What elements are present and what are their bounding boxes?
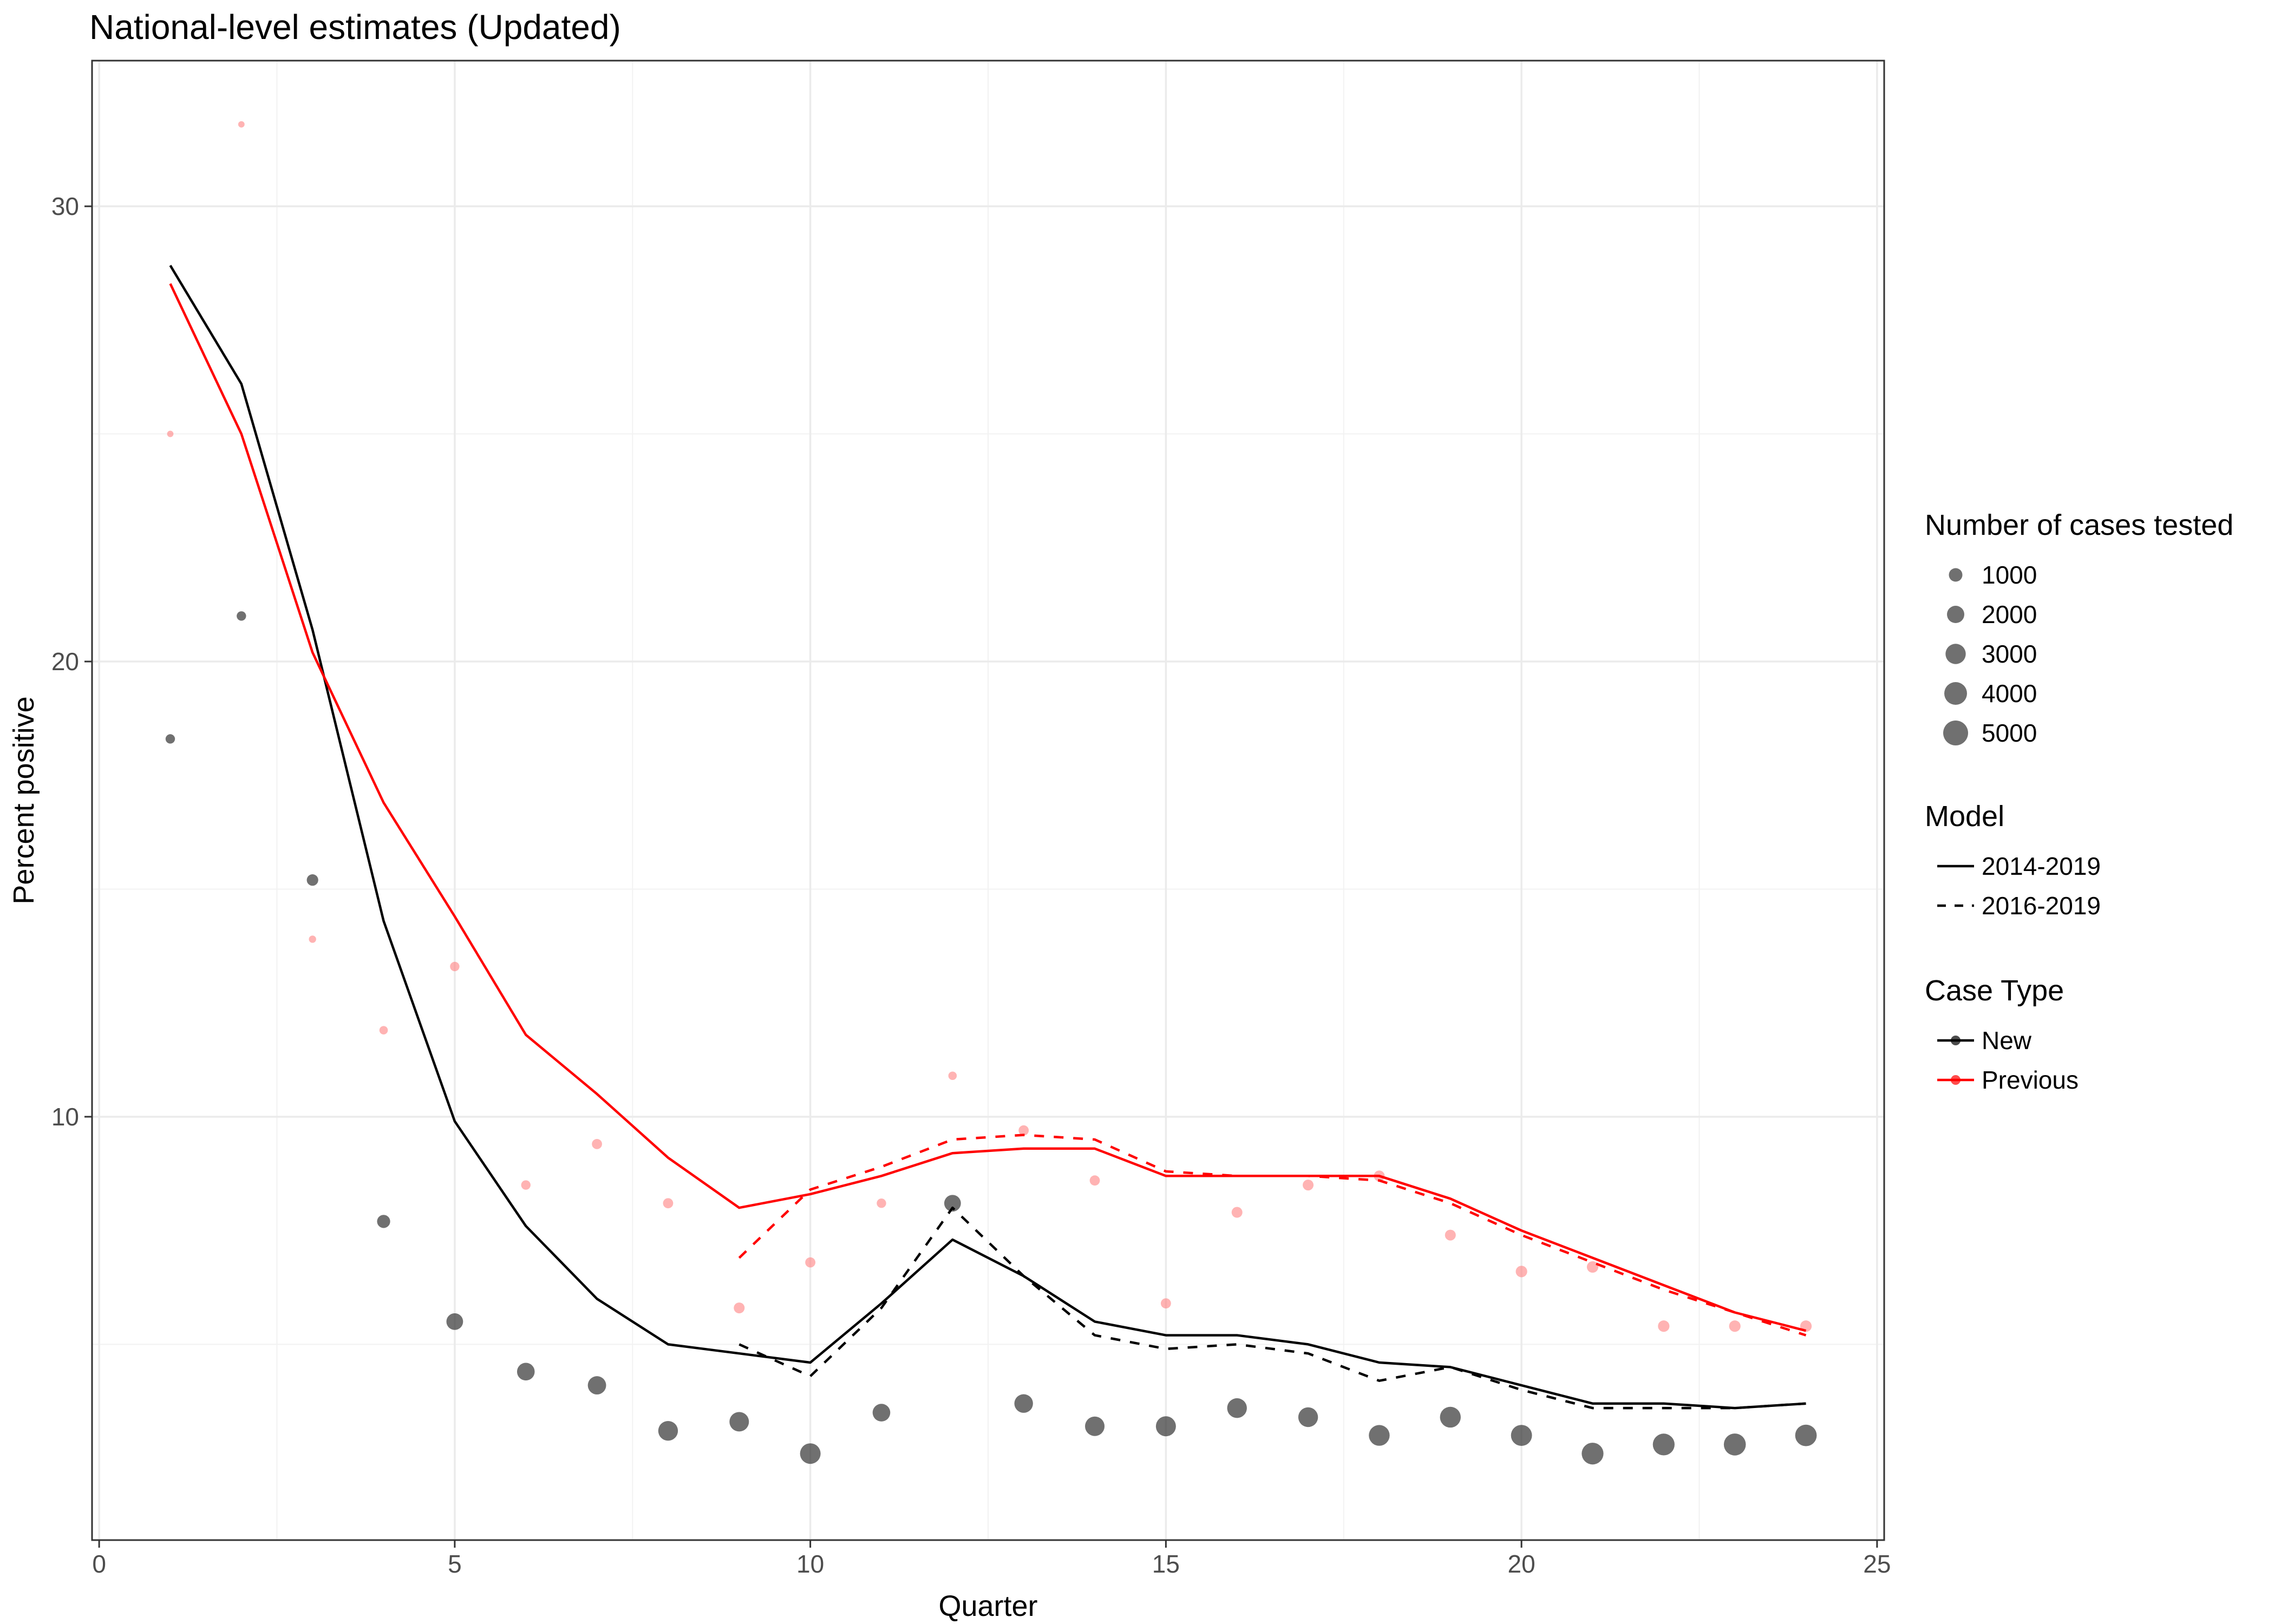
point-new: [1440, 1406, 1461, 1428]
legend-size-label: 2000: [1982, 600, 2037, 628]
legend-size-key: [1945, 644, 1966, 664]
point-previous: [238, 121, 245, 128]
legend: Number of cases tested 1000 2000 3000 4000 50…: [1925, 509, 2233, 1094]
legend-case-label: Previous: [1982, 1066, 2079, 1094]
line-2014-2019-new: [169, 265, 1806, 1410]
legend-size-title: Number of cases tested: [1925, 509, 2233, 541]
y-tick-label: 20: [51, 647, 79, 676]
point-previous: [379, 1026, 388, 1034]
point-previous: [1089, 1175, 1100, 1186]
point-previous: [663, 1198, 674, 1209]
legend-size-label: 4000: [1982, 679, 2037, 708]
point-previous: [1658, 1320, 1670, 1332]
point-new: [1369, 1425, 1390, 1446]
point-previous: [592, 1138, 602, 1149]
point-new: [800, 1443, 821, 1464]
point-previous: [1445, 1229, 1456, 1241]
legend-case-title: Case Type: [1925, 974, 2064, 1007]
point-new: [1582, 1443, 1604, 1465]
x-tick-label: 10: [796, 1550, 824, 1578]
point-previous: [1586, 1261, 1599, 1273]
legend-case-key-point: [1951, 1036, 1961, 1045]
x-tick-label: 5: [448, 1550, 462, 1578]
line-2014-2019-previous: [169, 283, 1807, 1332]
x-tick-label: 25: [1863, 1550, 1891, 1578]
legend-model-label: 2016-2019: [1982, 892, 2101, 920]
point-previous: [1515, 1266, 1527, 1278]
point-new: [377, 1215, 390, 1228]
legend-model-label: 2014-2019: [1982, 852, 2101, 880]
point-previous: [1160, 1298, 1171, 1309]
point-new: [1014, 1394, 1033, 1413]
y-tick-label: 30: [51, 192, 79, 220]
point-previous: [450, 961, 460, 972]
line-2016-2019-new: [739, 1206, 1806, 1410]
point-new: [587, 1376, 606, 1394]
legend-size-key: [1947, 606, 1964, 623]
legend-size-label: 3000: [1982, 640, 2037, 668]
point-new: [1795, 1424, 1817, 1446]
point-new: [872, 1404, 891, 1422]
point-previous: [877, 1199, 886, 1208]
legend-size-label: 5000: [1982, 719, 2037, 747]
point-new: [237, 611, 246, 621]
point-new: [517, 1363, 535, 1381]
legend-size-key: [1949, 568, 1963, 582]
plot-area: 0 5 10 15 20 25 10 20 30: [51, 60, 1891, 1578]
point-previous: [309, 935, 316, 943]
legend-size-key: [1943, 721, 1968, 745]
legend-case-label: New: [1982, 1026, 2032, 1055]
legend-size-label: 1000: [1982, 561, 2037, 589]
point-previous: [1018, 1125, 1029, 1136]
point-new: [1298, 1407, 1318, 1427]
point-new: [446, 1313, 463, 1330]
point-new: [729, 1412, 749, 1432]
x-tick-label: 20: [1508, 1550, 1535, 1578]
legend-model-title: Model: [1925, 800, 2004, 833]
point-new: [1155, 1416, 1176, 1437]
point-previous: [734, 1302, 745, 1314]
point-previous: [1729, 1320, 1741, 1332]
point-previous: [521, 1180, 531, 1190]
point-new: [1652, 1433, 1675, 1456]
legend-case-key-point: [1951, 1075, 1961, 1085]
x-axis-title: Quarter: [938, 1590, 1037, 1622]
point-previous: [948, 1071, 957, 1081]
plot-border: [91, 60, 1885, 1541]
y-axis-title: Percent positive: [8, 696, 40, 904]
point-new: [658, 1420, 678, 1441]
legend-size-key: [1944, 682, 1967, 705]
x-tick-label: 0: [92, 1550, 106, 1578]
point-previous: [1231, 1207, 1243, 1218]
chart-title: National-level estimates (Updated): [89, 8, 621, 47]
point-new: [306, 874, 318, 886]
y-tick-label: 10: [51, 1103, 79, 1131]
point-previous: [805, 1257, 816, 1268]
point-new: [1085, 1416, 1105, 1436]
point-new: [165, 734, 175, 744]
x-tick-label: 15: [1152, 1550, 1180, 1578]
point-new: [1723, 1433, 1746, 1456]
point-previous: [1303, 1180, 1314, 1191]
point-previous: [167, 430, 174, 437]
point-new: [1227, 1398, 1247, 1418]
point-new: [944, 1195, 961, 1212]
point-new: [1511, 1425, 1532, 1446]
